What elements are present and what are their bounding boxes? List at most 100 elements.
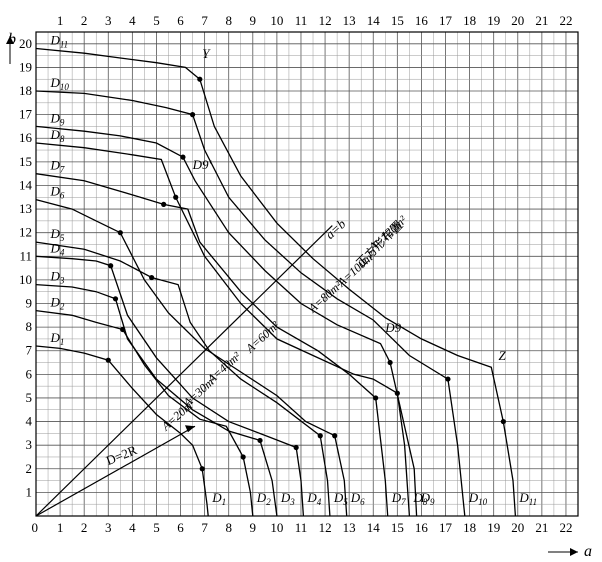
curve-label-sub: 10: [60, 82, 70, 92]
x-tick-label-top: 16: [415, 13, 429, 28]
curve-knee-dot: [120, 326, 126, 333]
curve-knee-dot: [445, 376, 451, 382]
y-tick-label: 13: [19, 201, 32, 216]
x-tick-label-top: 14: [367, 13, 381, 28]
annotation-label: D9: [384, 320, 401, 335]
y-tick-label: 15: [19, 154, 32, 169]
x-tick-label-top: 21: [535, 13, 548, 28]
x-tick-label-top: 3: [105, 13, 112, 28]
y-axis-label: b: [8, 31, 16, 48]
curve-label-sub: 11: [529, 497, 537, 507]
x-tick-label-bottom: 5: [153, 520, 160, 535]
x-tick-label-bottom: 17: [439, 520, 453, 535]
x-tick-label-top: 9: [250, 13, 257, 28]
curve-label-sub: 8: [60, 134, 65, 144]
curve-knee-dot: [332, 433, 338, 439]
x-tick-label-top: 12: [319, 13, 332, 28]
curve-label-sub: 9: [430, 497, 435, 507]
x-tick-label-bottom: 2: [81, 520, 88, 535]
x-tick-label-top: 8: [225, 13, 232, 28]
curve-label-sub: 6: [360, 497, 365, 507]
curve-label-sub: 7: [401, 497, 406, 507]
curve-label-left: D7: [49, 158, 64, 175]
area-label: A=120m²: [365, 213, 409, 255]
curve-label-sub: 6: [60, 191, 65, 201]
x-tick-label-bottom: 13: [343, 520, 356, 535]
curve-label-left: D3: [49, 269, 64, 286]
curve-label-sub: 4: [317, 497, 322, 507]
curve-d5: [35, 241, 331, 517]
y-tick-label: 14: [19, 177, 33, 192]
curve-knee-dot: [317, 433, 323, 439]
y-tick-label: 16: [19, 130, 33, 145]
x-tick-label-bottom: 15: [391, 520, 404, 535]
annotation-label: D9′: [192, 157, 212, 172]
y-tick-label: 7: [26, 343, 33, 358]
curve-label-sub: 2: [266, 497, 271, 507]
curve-label-sub: 11: [60, 40, 68, 50]
curve-knee-dot: [108, 263, 114, 269]
curve-d10: [35, 90, 466, 517]
curve-label-left: D6: [49, 184, 64, 201]
curve-d9: [35, 125, 418, 517]
curve-knee-dot: [240, 454, 246, 460]
x-tick-label-top: 11: [295, 13, 308, 28]
x-tick-label-bottom: 11: [295, 520, 308, 535]
y-axis-arrowhead: [6, 36, 14, 44]
curve-knee-dot: [500, 418, 506, 425]
curve-label-sub: 1: [60, 337, 65, 347]
y-tick-label: 11: [19, 248, 32, 263]
x-tick-label-bottom: 4: [129, 520, 136, 535]
x-tick-label-top: 19: [487, 13, 500, 28]
curve-label-sub: 3: [289, 497, 295, 507]
x-tick-label-bottom: 8: [225, 520, 232, 535]
y-tick-label: 4: [26, 414, 33, 429]
x-axis-label: a: [584, 543, 592, 560]
x-tick-label-bottom: 18: [463, 520, 476, 535]
x-tick-label-bottom: 21: [535, 520, 548, 535]
x-tick-label-top: 5: [153, 13, 160, 28]
curve-d1: [35, 345, 209, 517]
x-tick-label-top: 2: [81, 13, 88, 28]
x-tick-label-bottom: 9: [250, 520, 257, 535]
x-tick-label-bottom: 7: [201, 520, 208, 535]
x-tick-label-top: 6: [177, 13, 184, 28]
x-tick-label-bottom: 1: [57, 520, 64, 535]
curve-label-left: D1: [49, 330, 64, 347]
curve-label-sub: 9: [60, 117, 65, 127]
curve-knee-dot: [394, 390, 400, 396]
curve-label-left: D2: [49, 295, 64, 312]
x-tick-label-bottom: 3: [105, 520, 112, 535]
curve-label-sub: 7: [60, 165, 65, 175]
annotation-label: Z: [499, 348, 507, 363]
curve-d4: [35, 255, 305, 517]
curve-label-sub: 1: [222, 497, 227, 507]
y-tick-label: 18: [19, 83, 32, 98]
curve-knee-dot: [180, 154, 186, 160]
curve-label-sub: 2: [60, 302, 65, 312]
x-tick-label-top: 22: [559, 13, 572, 28]
curve-label-sub: 4: [60, 247, 65, 257]
x-tick-label-bottom: 19: [487, 520, 500, 535]
x-tick-label-top: 13: [343, 13, 356, 28]
reference-line-label: a=b: [322, 216, 349, 242]
y-tick-label: 2: [26, 461, 33, 476]
reference-line-a-eq-b: [35, 225, 333, 517]
y-tick-label: 6: [26, 366, 33, 381]
curve-label-sub: 5: [60, 233, 65, 243]
y-tick-label: 10: [19, 272, 32, 287]
x-tick-label-top: 20: [511, 13, 524, 28]
curve-d8: [35, 142, 411, 517]
curve-knee-dot: [257, 437, 263, 444]
radius-arrow-label: D=2R: [104, 442, 139, 468]
curve-knee-dot: [387, 359, 393, 366]
tick-labels: 0 112233445566778899101011111212131314141…: [19, 13, 572, 535]
radius-arrowhead: [184, 425, 195, 433]
curve-d11: [35, 47, 517, 517]
curve-knee-dot: [173, 194, 179, 200]
curve-label-left: D11: [49, 33, 68, 50]
y-tick-label: 20: [19, 36, 32, 51]
x-tick-label-top: 15: [391, 13, 404, 28]
curve-d2: [35, 309, 254, 517]
